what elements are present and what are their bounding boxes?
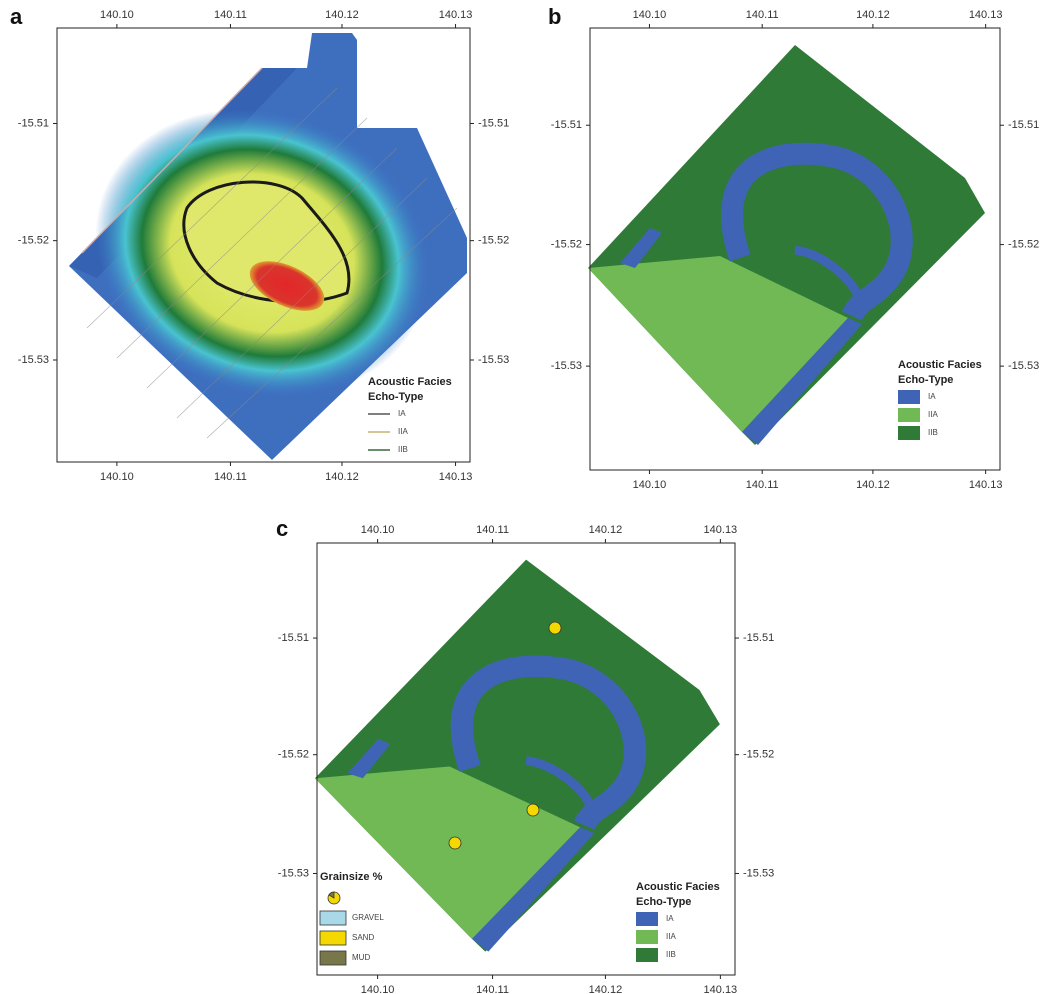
x-tick-label: 140.11	[214, 9, 247, 21]
x-tick-label: 140.12	[325, 9, 359, 21]
legend-subtitle: Echo-Type	[636, 896, 691, 908]
panel-label: b	[548, 4, 561, 29]
figure: a 140.10 140.10 140.11 140.11 140.12 140.12 140…	[0, 0, 1043, 994]
y-tick-label: -15.51	[743, 632, 774, 644]
x-tick-label: 140.13	[969, 9, 1003, 21]
legend-item: IIB	[928, 428, 938, 437]
legend-item: MUD	[352, 953, 370, 962]
x-tick-label: 140.11	[476, 984, 509, 994]
legend-item: GRAVEL	[352, 913, 384, 922]
y-tick-label: -15.53	[278, 867, 309, 879]
x-tick-label: 140.12	[589, 984, 623, 994]
y-tick-label: -15.51	[278, 632, 309, 644]
panel-label: c	[276, 516, 288, 541]
legend-item: IIB	[398, 445, 408, 454]
y-tick-label: -15.52	[743, 749, 774, 761]
legend-item: IIA	[928, 410, 938, 419]
x-tick-label: 140.10	[100, 471, 134, 483]
legend-title: Acoustic Facies	[368, 376, 452, 388]
legend-swatch	[320, 931, 346, 945]
panel-label: a	[10, 4, 23, 29]
x-tick-label: 140.10	[361, 524, 395, 536]
y-tick-label: -15.53	[478, 354, 509, 366]
x-tick-label: 140.12	[325, 471, 359, 483]
x-tick-label: 140.11	[746, 479, 779, 491]
y-tick-label: -15.52	[278, 749, 309, 761]
legend-title: Acoustic Facies	[636, 881, 720, 893]
legend-title: Grainsize %	[320, 871, 383, 883]
y-tick-label: -15.51	[478, 117, 509, 129]
x-tick-label: 140.13	[439, 471, 473, 483]
y-tick-label: -15.52	[551, 238, 582, 250]
x-tick-label: 140.10	[633, 9, 667, 21]
x-tick-label: 140.11	[746, 9, 779, 21]
legend-item: IIB	[666, 950, 676, 959]
x-tick-label: 140.10	[361, 984, 395, 994]
legend-subtitle: Echo-Type	[368, 391, 423, 403]
x-tick-label: 140.12	[856, 9, 890, 21]
x-tick-label: 140.13	[439, 9, 473, 21]
legend-item: IA	[398, 409, 406, 418]
x-tick-label: 140.10	[100, 9, 134, 21]
legend-item: IIA	[398, 427, 408, 436]
y-tick-label: -15.53	[551, 360, 582, 372]
x-tick-label: 140.12	[589, 524, 623, 536]
legend-item: SAND	[352, 933, 374, 942]
x-tick-label: 140.12	[856, 479, 890, 491]
y-tick-label: -15.53	[1008, 360, 1039, 372]
legend-swatch	[636, 912, 658, 926]
legend-item: IIA	[666, 932, 676, 941]
x-tick-label: 140.13	[704, 984, 738, 994]
legend-title: Acoustic Facies	[898, 359, 982, 371]
x-tick-label: 140.13	[969, 479, 1003, 491]
legend-swatch	[636, 930, 658, 944]
legend-swatch	[320, 951, 346, 965]
y-tick-label: -15.51	[1008, 119, 1039, 131]
legend-subtitle: Echo-Type	[898, 374, 953, 386]
legend-swatch	[320, 911, 346, 925]
legend-swatch	[898, 390, 920, 404]
legend-swatch	[898, 426, 920, 440]
x-tick-label: 140.13	[704, 524, 738, 536]
legend-item: IA	[928, 392, 936, 401]
y-tick-label: -15.52	[1008, 238, 1039, 250]
y-tick-label: -15.52	[478, 235, 509, 247]
y-tick-label: -15.53	[743, 867, 774, 879]
legend-item: IA	[666, 914, 674, 923]
y-tick-label: -15.51	[18, 117, 49, 129]
x-tick-label: 140.10	[633, 479, 667, 491]
y-tick-label: -15.53	[18, 354, 49, 366]
y-tick-label: -15.51	[551, 119, 582, 131]
x-tick-label: 140.11	[214, 471, 247, 483]
x-tick-label: 140.11	[476, 524, 509, 536]
y-tick-label: -15.52	[18, 235, 49, 247]
legend-swatch	[636, 948, 658, 962]
legend-swatch	[898, 408, 920, 422]
